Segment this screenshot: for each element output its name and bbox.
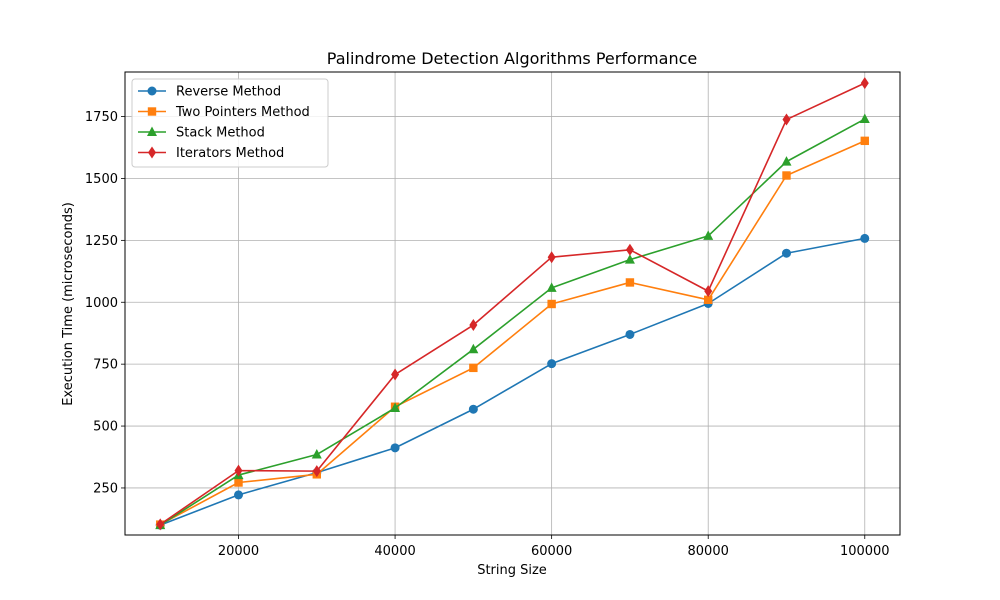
data-point	[625, 329, 635, 339]
legend-marker	[147, 86, 157, 96]
data-point	[781, 248, 791, 258]
x-tick-label: 20000	[218, 544, 259, 559]
legend-entry: Iterators Method	[138, 146, 284, 161]
data-point	[782, 113, 791, 126]
data-point	[625, 278, 635, 287]
data-point	[624, 254, 635, 264]
data-point	[234, 478, 243, 487]
data-point	[860, 233, 870, 243]
data-point	[234, 490, 244, 500]
y-tick-label: 750	[93, 358, 118, 373]
data-point	[782, 171, 791, 180]
series-line	[159, 118, 866, 526]
y-tick-label: 1250	[85, 234, 118, 249]
x-tick-label: 60000	[531, 544, 572, 559]
data-point	[547, 299, 556, 309]
data-point	[391, 368, 400, 381]
data-point	[546, 282, 557, 292]
data-point	[859, 113, 870, 124]
data-point	[625, 243, 634, 256]
legend-entry: Reverse Method	[138, 85, 281, 100]
plot-frame	[124, 71, 901, 536]
data-point	[469, 363, 478, 373]
y-tick-label: 1000	[85, 296, 118, 311]
data-point	[312, 465, 321, 478]
data-point	[469, 319, 478, 332]
data-point	[703, 230, 714, 240]
data-point	[547, 359, 557, 369]
data-point	[468, 404, 478, 414]
chart-title: Palindrome Detection Algorithms Performa…	[327, 49, 697, 68]
data-point	[781, 156, 792, 166]
y-tick-label: 500	[93, 420, 118, 435]
legend-label: Iterators Method	[176, 146, 284, 161]
legend-marker	[147, 107, 157, 116]
data-point	[390, 402, 401, 412]
data-point	[468, 343, 479, 354]
series-group	[155, 77, 870, 531]
data-point	[547, 251, 556, 264]
data-point	[156, 518, 165, 531]
series-2	[155, 113, 870, 530]
data-point	[860, 136, 869, 146]
legend-marker	[147, 126, 157, 136]
series-line	[159, 140, 866, 526]
legend-box	[131, 78, 329, 168]
data-point	[390, 443, 400, 453]
data-point	[860, 77, 869, 90]
data-point	[704, 295, 713, 304]
series-3	[156, 77, 869, 531]
legend-marker	[148, 146, 156, 159]
legend-label: Two Pointers Method	[175, 105, 310, 120]
y-axis-label: Execution Time (microseconds)	[61, 202, 76, 406]
x-tick-label: 100000	[840, 544, 890, 559]
series-line	[159, 237, 865, 526]
legend-label: Reverse Method	[176, 85, 281, 100]
legend-entry: Two Pointers Method	[138, 105, 310, 120]
legend-entry: Stack Method	[138, 126, 265, 141]
y-tick-label: 1500	[85, 172, 118, 187]
x-tick-label: 80000	[688, 544, 729, 559]
series-line	[159, 82, 866, 526]
legend: Reverse Method Two Pointers Method Stack M…	[131, 78, 329, 168]
data-point	[704, 285, 713, 298]
legend-label: Stack Method	[176, 126, 265, 141]
ticks: 20000 40000 60000 80000 100000 250 500 750 1000 1…	[85, 110, 890, 559]
data-point	[311, 449, 322, 459]
x-axis-label: String Size	[477, 563, 547, 578]
y-tick-label: 250	[93, 481, 118, 496]
y-tick-label: 1750	[85, 110, 118, 125]
data-point	[234, 464, 243, 477]
x-tick-label: 40000	[374, 544, 415, 559]
